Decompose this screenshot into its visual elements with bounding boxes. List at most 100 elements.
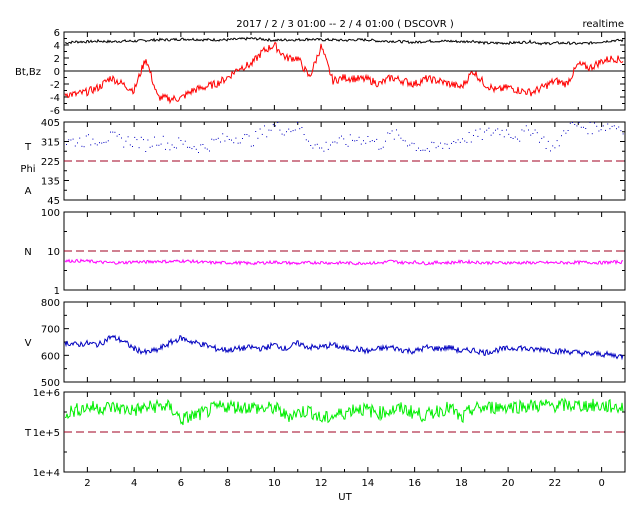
phi-point <box>536 132 538 134</box>
phi-point <box>310 145 312 146</box>
phi-point <box>605 129 606 131</box>
phi-point <box>226 135 228 137</box>
phi-point <box>407 145 408 147</box>
phi-point <box>336 142 338 144</box>
x-tick-label: 12 <box>315 478 328 489</box>
series-bt <box>64 36 624 46</box>
y-tick-label-phi: 45 <box>47 196 60 207</box>
phi-point <box>314 144 316 146</box>
phi-point <box>367 136 369 137</box>
phi-point <box>556 140 558 142</box>
phi-point <box>248 135 250 137</box>
phi-point <box>352 139 353 141</box>
phi-point <box>70 139 72 141</box>
phi-point <box>235 137 237 139</box>
phi-point <box>574 124 576 125</box>
phi-point <box>316 143 318 145</box>
phi-point <box>422 149 424 151</box>
phi-point <box>396 129 397 131</box>
phi-point <box>255 131 257 132</box>
phi-point <box>585 128 587 129</box>
x-tick-label: 20 <box>502 478 515 489</box>
phi-point <box>495 129 496 131</box>
x-tick-label: 22 <box>549 478 562 489</box>
phi-point <box>448 147 450 149</box>
phi-point <box>116 135 118 137</box>
phi-point <box>578 122 580 123</box>
phi-point <box>457 139 459 141</box>
phi-point <box>176 147 177 149</box>
phi-point <box>92 138 94 140</box>
phi-point <box>477 135 479 137</box>
phi-point <box>268 129 270 131</box>
phi-point <box>77 142 78 144</box>
x-tick-label: 8 <box>224 478 230 489</box>
x-tick-label: 6 <box>178 478 184 489</box>
phi-point <box>233 142 235 144</box>
phi-point <box>429 150 430 152</box>
phi-point <box>299 128 301 130</box>
phi-point <box>169 149 171 151</box>
phi-point <box>178 137 180 139</box>
phi-point <box>187 146 188 148</box>
phi-point <box>138 147 140 149</box>
phi-point <box>154 136 155 138</box>
phi-point <box>411 142 413 144</box>
panel-label-phi: A <box>25 186 32 197</box>
y-tick-label-mag: -4 <box>50 93 60 104</box>
phi-point <box>418 147 419 149</box>
phi-point <box>462 138 463 140</box>
phi-point <box>512 138 514 139</box>
phi-point <box>213 139 215 141</box>
phi-point <box>451 142 452 144</box>
phi-point <box>442 147 444 149</box>
phi-point <box>402 139 404 141</box>
phi-point <box>378 148 380 150</box>
phi-point <box>147 139 149 141</box>
phi-point <box>459 141 461 143</box>
x-tick-label: 18 <box>455 478 468 489</box>
phi-point <box>433 142 435 144</box>
phi-point <box>246 134 248 135</box>
phi-point <box>211 138 213 140</box>
phi-point <box>413 143 415 145</box>
phi-point <box>517 138 518 140</box>
series-t <box>64 397 624 426</box>
y-tick-label-mag: 4 <box>54 41 60 52</box>
phi-point <box>543 136 545 138</box>
phi-point <box>283 134 285 136</box>
phi-point <box>613 125 615 127</box>
phi-point <box>332 141 334 143</box>
phi-point <box>565 132 567 134</box>
phi-point <box>431 141 433 143</box>
phi-point <box>165 148 166 150</box>
phi-point <box>290 131 292 133</box>
x-tick-label: 4 <box>131 478 137 489</box>
y-tick-label-density: 10 <box>47 247 60 258</box>
phi-point <box>81 145 83 147</box>
phi-point <box>525 125 527 127</box>
phi-point <box>499 134 501 136</box>
phi-point <box>195 148 197 150</box>
phi-point <box>198 152 199 153</box>
phi-point <box>589 122 591 123</box>
phi-point <box>270 129 272 131</box>
phi-point <box>596 125 598 127</box>
phi-point <box>508 133 510 135</box>
x-tick-label: 0 <box>598 478 604 489</box>
phi-point <box>239 142 241 144</box>
phi-point <box>363 140 364 142</box>
phi-point <box>440 142 441 144</box>
phi-point <box>506 129 507 131</box>
phi-point <box>611 125 613 127</box>
phi-point <box>189 146 191 148</box>
y-tick-label-density: 100 <box>41 208 60 219</box>
phi-point <box>253 145 254 147</box>
phi-point <box>140 136 142 138</box>
phi-point <box>598 130 600 132</box>
phi-point <box>354 140 356 142</box>
phi-point <box>319 147 320 149</box>
phi-point <box>167 142 169 144</box>
phi-point <box>607 123 609 125</box>
